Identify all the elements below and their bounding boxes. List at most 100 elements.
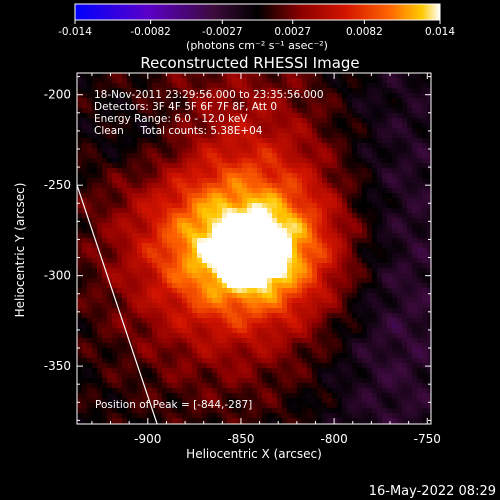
heatmap-cell bbox=[222, 273, 227, 278]
heatmap-cell bbox=[152, 333, 157, 338]
heatmap-cell bbox=[147, 323, 152, 328]
heatmap-cell bbox=[307, 373, 312, 378]
heatmap-cell bbox=[417, 133, 422, 138]
heatmap-cell bbox=[267, 343, 272, 348]
heatmap-cell bbox=[337, 83, 342, 88]
heatmap-cell bbox=[192, 313, 197, 318]
heatmap-cell bbox=[312, 163, 317, 168]
heatmap-cell bbox=[227, 293, 232, 298]
heatmap-cell bbox=[417, 73, 422, 78]
heatmap-cell bbox=[327, 383, 332, 388]
heatmap-cell bbox=[312, 273, 317, 278]
heatmap-cell bbox=[417, 318, 422, 323]
heatmap-cell bbox=[332, 408, 337, 413]
heatmap-cell bbox=[332, 138, 337, 143]
heatmap-cell bbox=[227, 383, 232, 388]
heatmap-cell bbox=[132, 148, 137, 153]
heatmap-cell bbox=[207, 288, 212, 293]
heatmap-cell bbox=[137, 173, 142, 178]
heatmap-cell bbox=[397, 368, 402, 373]
heatmap-cell bbox=[137, 298, 142, 303]
heatmap-cell bbox=[152, 418, 157, 423]
heatmap-cell bbox=[152, 348, 157, 353]
heatmap-cell bbox=[77, 358, 82, 363]
colorbar bbox=[74, 3, 441, 21]
heatmap-cell bbox=[392, 148, 397, 153]
heatmap-cell bbox=[312, 158, 317, 163]
heatmap-cell bbox=[217, 388, 222, 393]
heatmap-cell bbox=[262, 233, 267, 238]
heatmap-cell bbox=[107, 168, 112, 173]
heatmap-cell bbox=[392, 263, 397, 268]
heatmap-cell bbox=[117, 253, 122, 258]
heatmap-cell bbox=[322, 248, 327, 253]
heatmap-cell bbox=[277, 348, 282, 353]
heatmap-cell bbox=[172, 88, 177, 93]
heatmap-cell bbox=[292, 158, 297, 163]
heatmap-cell bbox=[152, 248, 157, 253]
heatmap-cell bbox=[357, 78, 362, 83]
heatmap-cell bbox=[412, 353, 417, 358]
heatmap-cell bbox=[77, 268, 82, 273]
heatmap-cell bbox=[122, 178, 127, 183]
heatmap-cell bbox=[142, 138, 147, 143]
heatmap-cell bbox=[117, 333, 122, 338]
heatmap-cell bbox=[332, 198, 337, 203]
heatmap-cell bbox=[412, 273, 417, 278]
heatmap-cell bbox=[272, 403, 277, 408]
heatmap-cell bbox=[427, 378, 431, 383]
heatmap-cell bbox=[77, 93, 82, 98]
heatmap-cell bbox=[157, 198, 162, 203]
heatmap-cell bbox=[342, 108, 347, 113]
heatmap-cell bbox=[147, 223, 152, 228]
heatmap-cell bbox=[127, 363, 132, 368]
heatmap-cell bbox=[187, 253, 192, 258]
heatmap-cell bbox=[317, 278, 322, 283]
heatmap-cell bbox=[212, 228, 217, 233]
heatmap-cell bbox=[247, 123, 252, 128]
heatmap-cell bbox=[222, 223, 227, 228]
heatmap-cell bbox=[352, 408, 357, 413]
heatmap-cell bbox=[137, 218, 142, 223]
heatmap-cell bbox=[417, 308, 422, 313]
heatmap-cell bbox=[222, 403, 227, 408]
heatmap-cell bbox=[367, 193, 372, 198]
heatmap-cell bbox=[237, 143, 242, 148]
heatmap-cell bbox=[167, 398, 172, 403]
heatmap-cell bbox=[82, 218, 87, 223]
heatmap-cell bbox=[212, 398, 217, 403]
heatmap-cell bbox=[342, 183, 347, 188]
heatmap-cell bbox=[422, 213, 427, 218]
heatmap-cell bbox=[92, 388, 97, 393]
heatmap-cell bbox=[382, 258, 387, 263]
heatmap-cell bbox=[197, 103, 202, 108]
heatmap-cell bbox=[387, 143, 392, 148]
heatmap-cell bbox=[372, 258, 377, 263]
heatmap-cell bbox=[357, 103, 362, 108]
heatmap-cell bbox=[327, 328, 332, 333]
heatmap-cell bbox=[132, 398, 137, 403]
heatmap-cell bbox=[402, 143, 407, 148]
heatmap-cell bbox=[397, 128, 402, 133]
heatmap-cell bbox=[317, 408, 322, 413]
heatmap-cell bbox=[167, 78, 172, 83]
heatmap-cell bbox=[87, 198, 92, 203]
heatmap-cell bbox=[207, 418, 212, 423]
heatmap-cell bbox=[347, 193, 352, 198]
heatmap-cell bbox=[412, 168, 417, 173]
heatmap-cell bbox=[257, 158, 262, 163]
heatmap-cell bbox=[77, 98, 82, 103]
heatmap-cell bbox=[237, 373, 242, 378]
heatmap-cell bbox=[352, 113, 357, 118]
heatmap-cell bbox=[307, 268, 312, 273]
heatmap-cell bbox=[197, 108, 202, 113]
heatmap-cell bbox=[412, 153, 417, 158]
heatmap-cell bbox=[422, 88, 427, 93]
heatmap-cell bbox=[347, 178, 352, 183]
heatmap-cell bbox=[77, 308, 82, 313]
heatmap-cell bbox=[87, 378, 92, 383]
heatmap-cell bbox=[82, 348, 87, 353]
heatmap-cell bbox=[262, 268, 267, 273]
heatmap-cell bbox=[417, 148, 422, 153]
heatmap-cell bbox=[87, 103, 92, 108]
